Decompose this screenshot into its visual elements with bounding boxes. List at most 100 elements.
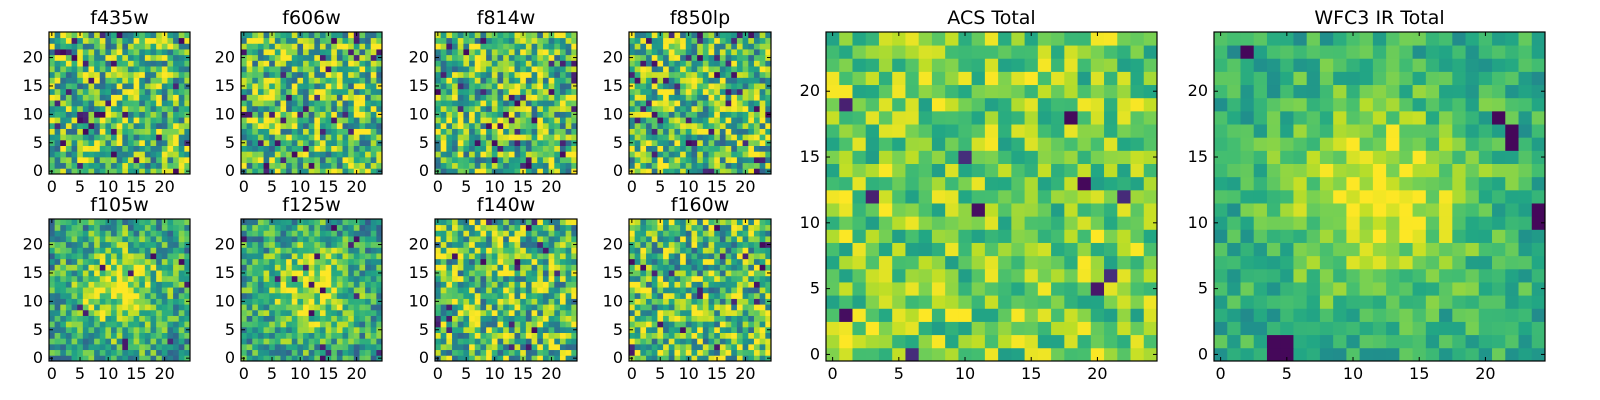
heatmap-cell	[348, 100, 355, 107]
heatmap-cell	[246, 43, 253, 50]
heatmap-cell	[634, 309, 641, 316]
heatmap-cell	[480, 258, 487, 265]
heatmap-cell	[446, 32, 453, 39]
heatmap-cell	[359, 168, 366, 175]
heatmap-cell	[111, 32, 118, 39]
heatmap-cell	[241, 145, 248, 152]
heatmap-cell	[94, 168, 101, 175]
heatmap-cell	[257, 247, 264, 254]
heatmap-cell	[491, 253, 498, 260]
heatmap-cell	[82, 151, 89, 158]
heatmap-cell	[94, 332, 101, 339]
heatmap-cell	[765, 122, 772, 129]
heatmap-cell	[88, 43, 95, 50]
heatmap-cell	[116, 162, 123, 169]
heatmap-cell	[297, 338, 304, 345]
heatmap-cell	[156, 71, 163, 78]
heatmap-cell	[122, 292, 129, 299]
heatmap-cell	[286, 168, 293, 175]
heatmap-cell	[520, 54, 527, 61]
heatmap-cell	[65, 332, 72, 339]
heatmap-cell	[49, 281, 56, 288]
heatmap-cell	[520, 162, 527, 169]
heatmap-cell	[246, 304, 253, 311]
heatmap-cell	[748, 128, 755, 135]
heatmap-cell	[99, 315, 106, 322]
heatmap-cell	[269, 298, 276, 305]
heatmap-cell	[542, 230, 549, 237]
heatmap-cell	[708, 162, 715, 169]
heatmap-cell	[88, 71, 95, 78]
heatmap-cell	[150, 270, 157, 277]
y-tick-label: 20	[23, 235, 43, 254]
heatmap-cell	[651, 105, 658, 112]
heatmap-cell	[668, 349, 675, 356]
heatmap-cell	[303, 253, 310, 260]
heatmap-cell	[167, 88, 174, 95]
heatmap-cell	[446, 321, 453, 328]
heatmap-cell	[714, 151, 721, 158]
heatmap-cell	[759, 111, 766, 118]
heatmap-cell	[440, 355, 447, 362]
heatmap-cell	[139, 230, 146, 237]
heatmap-cell	[537, 304, 544, 311]
heatmap-cell	[111, 168, 118, 175]
heatmap-cell	[537, 292, 544, 299]
heatmap-cell	[708, 304, 715, 311]
heatmap-cell	[657, 162, 664, 169]
heatmap-cell	[435, 275, 442, 282]
heatmap-cell	[297, 224, 304, 231]
heatmap-cell	[184, 247, 191, 254]
heatmap-cell	[94, 309, 101, 316]
heatmap-cell	[765, 77, 772, 84]
heatmap-cell	[708, 111, 715, 118]
heatmap-cell	[525, 253, 532, 260]
heatmap-cell	[342, 219, 349, 226]
heatmap-cell	[122, 49, 129, 56]
heatmap-cell	[753, 156, 761, 164]
heatmap-cell	[736, 338, 743, 345]
heatmap-cell	[94, 66, 101, 73]
heatmap-cell	[156, 219, 163, 226]
heatmap-cell	[537, 117, 544, 124]
heatmap-cell	[457, 275, 464, 282]
heatmap-cell	[554, 100, 561, 107]
heatmap-cell	[491, 128, 498, 135]
heatmap-cell	[252, 32, 259, 39]
heatmap-cell	[634, 54, 641, 61]
heatmap-cell	[342, 321, 349, 328]
heatmap-cell	[719, 122, 726, 129]
heatmap-cell	[54, 298, 61, 305]
heatmap-cell	[139, 338, 146, 345]
heatmap-cell	[246, 321, 253, 328]
heatmap-cell	[353, 49, 360, 56]
heatmap-cell	[178, 241, 185, 248]
heatmap-cell	[474, 219, 481, 226]
heatmap-cell	[342, 292, 349, 299]
heatmap-cell	[697, 37, 704, 44]
heatmap-cell	[65, 253, 72, 260]
heatmap-cell	[497, 54, 504, 61]
heatmap-cell	[697, 151, 704, 158]
heatmap-cell	[525, 32, 532, 39]
heatmap-cell	[291, 241, 298, 248]
heatmap-cell	[94, 94, 101, 101]
heatmap-cell	[184, 230, 191, 237]
heatmap-cell	[640, 349, 647, 356]
heatmap-cell	[657, 134, 664, 141]
heatmap-cell	[241, 100, 248, 107]
heatmap-cell	[246, 77, 253, 84]
heatmap-cell	[685, 117, 692, 124]
heatmap-cell	[640, 281, 647, 288]
heatmap-cell	[127, 105, 134, 112]
heatmap-cell	[127, 349, 134, 356]
heatmap-cell	[291, 230, 298, 237]
heatmap-cell	[252, 332, 259, 339]
heatmap-cell	[65, 156, 72, 164]
heatmap-cell	[685, 88, 692, 95]
heatmap-cell	[252, 94, 259, 101]
heatmap-cell	[668, 71, 675, 78]
heatmap-cell	[554, 88, 561, 95]
heatmap-cell	[365, 49, 372, 56]
heatmap-cell	[452, 105, 459, 112]
